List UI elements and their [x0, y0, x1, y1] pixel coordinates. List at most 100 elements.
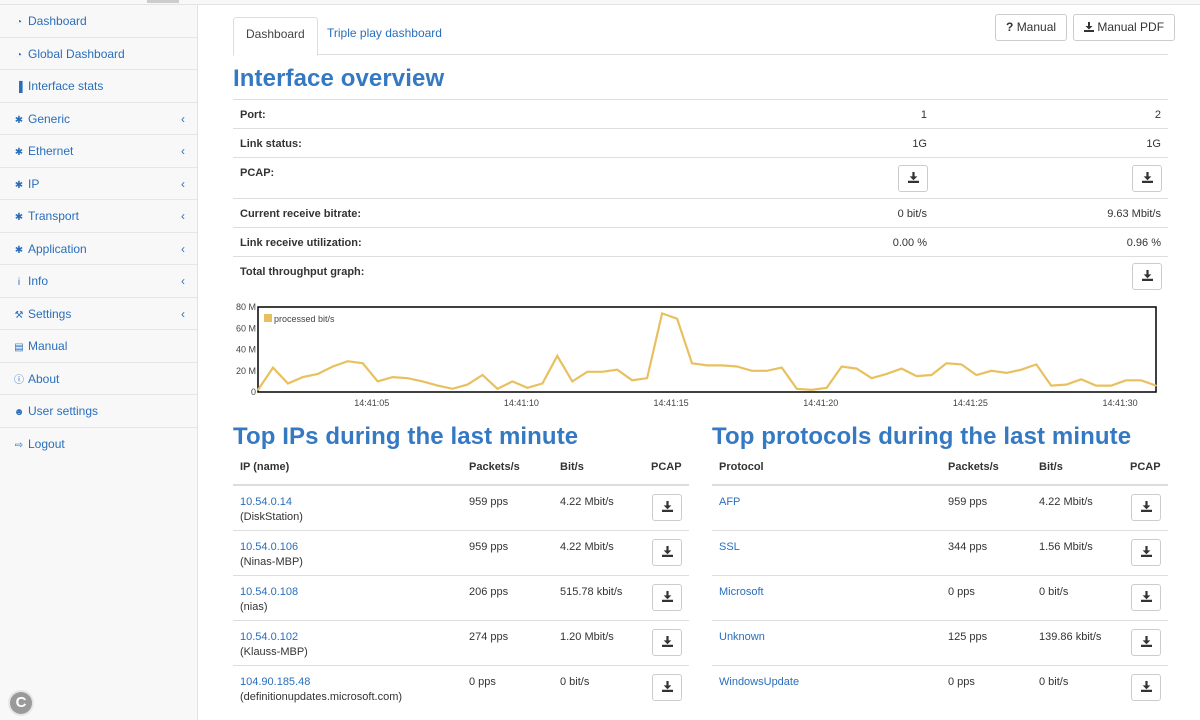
tab-dashboard[interactable]: Dashboard — [233, 17, 318, 56]
chevron-left-icon: ‹ — [181, 209, 185, 223]
sidebar-item-user-settings[interactable]: ☻ User settings — [0, 395, 197, 428]
chart-data-point — [706, 364, 708, 367]
sidebar-item-logout[interactable]: ⇨ Logout — [0, 428, 197, 461]
protocol-link[interactable]: Microsoft — [719, 586, 764, 598]
sidebar-item-label: Manual — [28, 339, 68, 353]
protocol-link[interactable]: Unknown — [719, 631, 765, 643]
pcap-download-button[interactable] — [1131, 494, 1161, 521]
chart-data-point — [436, 384, 439, 387]
protocol-link[interactable]: AFP — [719, 496, 741, 508]
manual-pdf-button-label: Manual PDF — [1097, 20, 1165, 34]
chart-data-point — [466, 383, 469, 386]
chart-data-point — [1155, 384, 1157, 387]
pcap-download-button[interactable] — [1131, 674, 1161, 701]
bits-value: 1.20 Mbit/s — [560, 631, 614, 643]
manual-pdf-button[interactable]: Manual PDF — [1073, 14, 1176, 41]
sidebar-item-label: Info — [28, 274, 49, 288]
sidebar-item-application[interactable]: ✱ Application ‹ — [0, 233, 197, 265]
chart-x-tick-label: 14:41:25 — [953, 398, 988, 408]
pcap-download-button[interactable] — [652, 539, 682, 566]
ip-link[interactable]: 104.90.185.48 — [240, 676, 311, 688]
chart-data-point — [810, 389, 813, 391]
top-protocols-table: Protocol Packets/s Bit/s PCAP AFP 959 pps… — [712, 461, 1168, 711]
chart-legend-label: processed bit/s — [274, 314, 335, 324]
copyright-icon[interactable]: C — [10, 692, 32, 714]
pcap-download-button[interactable] — [652, 494, 682, 521]
protocol-link[interactable]: SSL — [719, 541, 740, 553]
table-row: Microsoft 0 pps 0 bit/s — [712, 576, 1168, 621]
chart-x-tick-label: 14:41:20 — [803, 398, 838, 408]
chevron-left-icon: ‹ — [181, 144, 185, 158]
chart-y-tick-label: 80 M — [236, 302, 256, 312]
host-name: (DiskStation) — [240, 511, 303, 523]
pcap-download-button[interactable] — [1131, 539, 1161, 566]
sidebar-item-settings[interactable]: ⚒ Settings ‹ — [0, 298, 197, 330]
sidebar-item-ethernet[interactable]: ✱ Ethernet ‹ — [0, 135, 197, 168]
sidebar-item-manual[interactable]: ▤ Manual — [0, 330, 197, 363]
sidebar-item-global-dashboard[interactable]: ◔ Global Dashboard — [0, 38, 197, 70]
sidebar-item-generic[interactable]: ✱ Generic ‹ — [0, 103, 197, 135]
port-row: Port: 1 2 — [233, 99, 1168, 128]
pcap-column-header: PCAP — [651, 461, 682, 473]
user-icon: ☻ — [13, 407, 25, 418]
chart-x-tick-label: 14:41:30 — [1103, 398, 1138, 408]
sidebar-item-dashboard[interactable]: ◔ Dashboard — [0, 5, 197, 38]
sidebar-item-interface-stats[interactable]: ▐ Interface stats — [0, 70, 197, 103]
pcap-download-button[interactable] — [652, 629, 682, 656]
bitrate-port-2: 9.63 Mbit/s — [1107, 208, 1161, 220]
chart-y-tick-label: 60 M — [236, 323, 256, 333]
table-row: 10.54.0.14 (DiskStation) 959 pps 4.22 Mbit/… — [233, 486, 689, 531]
ip-link[interactable]: 10.54.0.14 — [240, 496, 292, 508]
chart-data-point — [796, 388, 798, 390]
port-label: Port: — [240, 109, 266, 121]
chart-data-point — [1095, 384, 1097, 387]
ip-link[interactable]: 10.54.0.106 — [240, 541, 299, 553]
sidebar-item-about[interactable]: ⓘ About — [0, 363, 197, 395]
chart-data-point — [840, 365, 843, 368]
pcap-port-2-download-button[interactable] — [1132, 165, 1162, 192]
pcap-download-button[interactable] — [652, 674, 682, 701]
chart-data-point — [601, 371, 604, 373]
bitrate-port-1: 0 bit/s — [897, 208, 927, 220]
ip-link[interactable]: 10.54.0.102 — [240, 631, 299, 643]
ip-link[interactable]: 10.54.0.108 — [240, 586, 299, 598]
chevron-left-icon: ‹ — [181, 241, 185, 256]
packets-value: 344 pps — [948, 541, 988, 553]
throughput-graph-download-button[interactable] — [1132, 263, 1162, 290]
chart-data-point — [616, 368, 618, 371]
chart-data-point — [391, 376, 394, 378]
pcap-download-button[interactable] — [652, 584, 682, 611]
book-icon: ▤ — [14, 342, 24, 353]
chart-data-point — [975, 374, 978, 376]
manual-button[interactable]: ? Manual — [995, 14, 1068, 41]
pcap-column-header: PCAP — [1130, 461, 1161, 473]
utilization-label: Link receive utilization: — [240, 237, 362, 249]
download-icon — [907, 172, 919, 183]
packets-value: 274 pps — [469, 631, 509, 643]
protocol-link[interactable]: WindowsUpdate — [719, 676, 800, 688]
wrench-icon: ⚒ — [14, 309, 24, 321]
chart-data-point — [272, 366, 274, 369]
bits-value: 0 bit/s — [560, 676, 590, 688]
pcap-download-button[interactable] — [1131, 584, 1161, 611]
bits-value: 0 bit/s — [1039, 586, 1069, 598]
chart-data-point — [960, 363, 963, 366]
download-icon — [661, 681, 673, 692]
chart-data-point — [691, 362, 693, 365]
packets-value: 206 pps — [469, 586, 509, 598]
packets-value: 0 pps — [948, 676, 975, 688]
utilization-port-2: 0.96 % — [1126, 237, 1161, 249]
sidebar-item-ip[interactable]: ✱ IP ‹ — [0, 168, 197, 200]
chart-data-point — [302, 376, 304, 378]
table-row: SSL 344 pps 1.56 Mbit/s — [712, 531, 1168, 576]
pcap-port-1-download-button[interactable] — [898, 165, 928, 192]
chart-data-point — [1020, 368, 1023, 371]
chart-data-point — [1050, 384, 1053, 387]
table-row: AFP 959 pps 4.22 Mbit/s — [712, 486, 1168, 531]
sidebar-item-info[interactable]: i Info ‹ — [0, 265, 197, 298]
chart-data-point — [332, 365, 334, 368]
pcap-download-button[interactable] — [1131, 629, 1161, 656]
gear-icon: ✱ — [14, 179, 24, 191]
sidebar-item-transport[interactable]: ✱ Transport ‹ — [0, 200, 197, 233]
tab-triple-play-dashboard[interactable]: Triple play dashboard — [327, 26, 442, 40]
